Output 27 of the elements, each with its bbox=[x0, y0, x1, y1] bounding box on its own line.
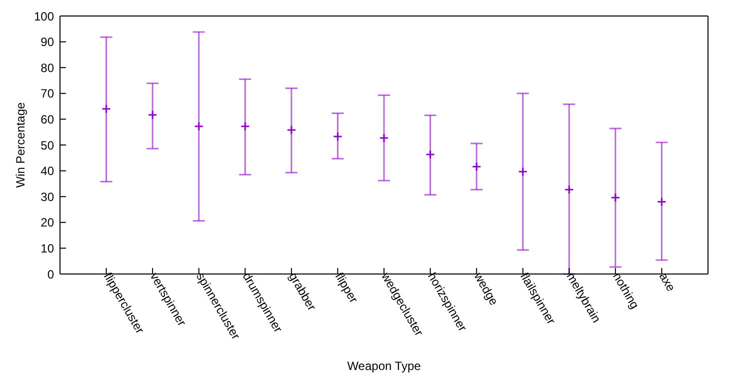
point bbox=[102, 104, 112, 114]
y-tick-label: 50 bbox=[40, 138, 54, 152]
y-tick-label: 10 bbox=[40, 241, 54, 256]
y-tick-label: 40 bbox=[40, 164, 54, 178]
point bbox=[332, 132, 342, 142]
y-tick-label: 30 bbox=[40, 190, 54, 204]
y-axis-title: Win Percentage bbox=[13, 102, 28, 188]
point bbox=[564, 184, 574, 194]
x-tick-label: axe bbox=[656, 270, 678, 294]
point bbox=[518, 166, 528, 176]
y-tick-label: 90 bbox=[40, 35, 54, 50]
y-tick-label: 80 bbox=[40, 60, 54, 75]
y-tick-label: 60 bbox=[40, 112, 54, 126]
point bbox=[472, 162, 482, 172]
point bbox=[240, 122, 250, 132]
y-tick-label: 20 bbox=[40, 216, 54, 230]
y-tick-label: 100 bbox=[34, 9, 54, 24]
point bbox=[426, 150, 436, 160]
point bbox=[656, 197, 666, 207]
point bbox=[286, 125, 296, 135]
point bbox=[610, 192, 620, 202]
point bbox=[148, 110, 158, 120]
y-tick-label: 0 bbox=[47, 267, 54, 282]
point bbox=[194, 122, 204, 132]
point bbox=[379, 133, 389, 143]
x-axis-title: Weapon Type bbox=[347, 359, 422, 373]
y-tick-label: 70 bbox=[40, 86, 54, 101]
